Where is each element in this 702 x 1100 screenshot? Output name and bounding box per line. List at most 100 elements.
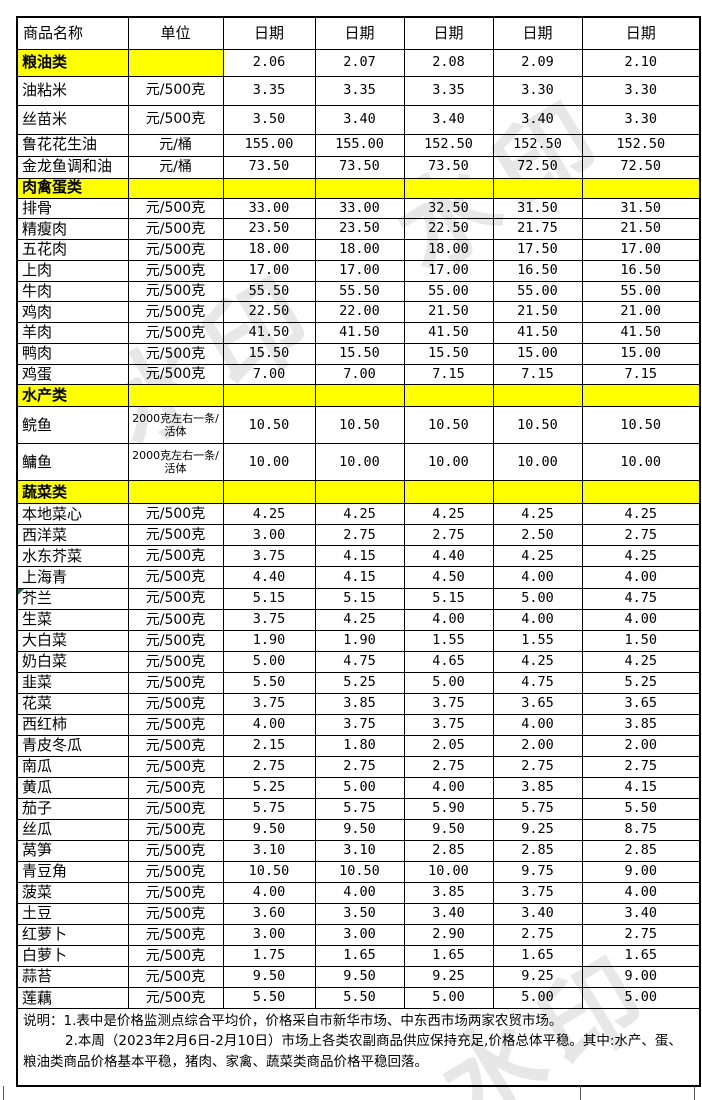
price-cell[interactable]: 2.85	[492, 839, 583, 862]
price-cell[interactable]: 3.85	[314, 692, 405, 715]
price-cell[interactable]: 7.15	[492, 363, 583, 386]
price-cell[interactable]: 4.00	[492, 566, 583, 589]
price-cell[interactable]: 21.75	[492, 218, 583, 241]
product-name-cell[interactable]: 大白菜	[16, 629, 129, 652]
product-name-cell[interactable]: 金龙鱼调和油	[16, 155, 129, 179]
unit-cell[interactable]	[127, 177, 224, 199]
price-cell[interactable]: 1.55	[492, 629, 583, 652]
product-name-cell[interactable]: 西洋菜	[16, 524, 129, 547]
price-cell[interactable]: 9.50	[314, 818, 405, 841]
section-name-cell[interactable]: 肉禽蛋类	[16, 177, 129, 199]
price-cell[interactable]: 4.00	[581, 881, 701, 904]
price-cell[interactable]: 1.75	[222, 945, 316, 968]
price-cell[interactable]: 55.00	[492, 280, 583, 303]
price-cell[interactable]	[492, 480, 583, 505]
price-cell[interactable]: 3.65	[581, 692, 701, 715]
price-cell[interactable]: 3.35	[403, 75, 494, 106]
price-cell[interactable]: 9.25	[403, 966, 494, 989]
price-cell[interactable]	[403, 480, 494, 505]
price-cell[interactable]: 9.25	[492, 818, 583, 841]
price-cell[interactable]: 21.50	[492, 301, 583, 324]
price-cell[interactable]: 31.50	[581, 197, 701, 220]
col-header-date[interactable]: 日期	[314, 16, 405, 50]
price-cell[interactable]: 4.75	[581, 587, 701, 610]
price-cell[interactable]: 3.85	[492, 776, 583, 799]
col-header-date[interactable]: 日期	[581, 16, 701, 50]
price-cell[interactable]: 2.15	[222, 734, 316, 757]
price-cell[interactable]	[492, 177, 583, 199]
price-cell[interactable]	[314, 177, 405, 199]
price-cell[interactable]: 5.00	[492, 587, 583, 610]
price-cell[interactable]: 7.00	[222, 363, 316, 386]
price-cell[interactable]: 8.75	[581, 818, 701, 841]
price-cell[interactable]: 1.55	[403, 629, 494, 652]
price-cell[interactable]: 22.00	[314, 301, 405, 324]
unit-cell[interactable]: 元/500克	[127, 966, 224, 989]
price-cell[interactable]: 17.00	[314, 259, 405, 282]
unit-cell[interactable]: 元/500克	[127, 524, 224, 547]
unit-cell[interactable]: 元/500克	[127, 259, 224, 282]
price-cell[interactable]: 3.65	[492, 692, 583, 715]
unit-cell[interactable]: 元/500克	[127, 503, 224, 526]
product-name-cell[interactable]: 鳙鱼	[16, 443, 129, 482]
price-cell[interactable]: 23.50	[222, 218, 316, 241]
unit-cell[interactable]: 元/500克	[127, 839, 224, 862]
notes-cell[interactable]: 说明：1.表中是价格监测点综合平均价，价格采自市新华市场、中东西市场两家农贸市场…	[16, 1008, 701, 1087]
price-cell[interactable]: 15.50	[222, 342, 316, 365]
price-cell[interactable]: 4.25	[314, 503, 405, 526]
unit-cell[interactable]: 元/500克	[127, 322, 224, 344]
product-name-cell[interactable]: 丝苗米	[16, 104, 129, 135]
price-cell[interactable]: 9.50	[403, 818, 494, 841]
price-cell[interactable]: 55.50	[222, 280, 316, 303]
price-cell[interactable]: 4.00	[222, 881, 316, 904]
price-cell[interactable]: 10.00	[314, 443, 405, 482]
price-cell[interactable]: 10.50	[314, 860, 405, 883]
product-name-cell[interactable]: 青皮冬瓜	[16, 734, 129, 757]
price-cell[interactable]: 2.75	[581, 755, 701, 778]
price-cell[interactable]: 41.50	[403, 322, 494, 344]
price-cell[interactable]: 10.50	[403, 406, 494, 445]
unit-cell[interactable]: 元/500克	[127, 987, 224, 1010]
unit-cell[interactable]: 元/500克	[127, 545, 224, 568]
col-header-date[interactable]: 日期	[222, 16, 316, 50]
product-name-cell[interactable]: 鸭肉	[16, 342, 129, 365]
price-cell[interactable]	[314, 384, 405, 408]
unit-cell[interactable]: 2000克左右一条/活体	[127, 406, 224, 445]
product-name-cell[interactable]: 鸡蛋	[16, 363, 129, 386]
price-cell[interactable]: 152.50	[492, 133, 583, 157]
unit-cell[interactable]	[127, 384, 224, 408]
product-name-cell[interactable]: 羊肉	[16, 322, 129, 344]
price-cell[interactable]: 3.75	[222, 692, 316, 715]
price-cell[interactable]: 1.65	[492, 945, 583, 968]
product-name-cell[interactable]: 排骨	[16, 197, 129, 220]
product-name-cell[interactable]: 莲藕	[16, 987, 129, 1010]
price-cell[interactable]: 4.15	[314, 545, 405, 568]
price-cell[interactable]: 4.40	[403, 545, 494, 568]
price-cell[interactable]: 2.50	[492, 524, 583, 547]
price-cell[interactable]: 5.25	[314, 671, 405, 694]
price-cell[interactable]: 10.50	[314, 406, 405, 445]
price-cell[interactable]: 72.50	[492, 155, 583, 179]
price-cell[interactable]: 3.35	[314, 75, 405, 106]
unit-cell[interactable]: 元/500克	[127, 342, 224, 365]
price-cell[interactable]: 4.50	[403, 566, 494, 589]
price-cell[interactable]: 3.50	[222, 104, 316, 135]
product-name-cell[interactable]: 上肉	[16, 259, 129, 282]
price-cell[interactable]: 4.25	[403, 503, 494, 526]
product-name-cell[interactable]: 白萝卜	[16, 945, 129, 968]
product-name-cell[interactable]: 五花肉	[16, 239, 129, 261]
price-cell[interactable]: 2.75	[314, 524, 405, 547]
unit-cell[interactable]: 元/500克	[127, 587, 224, 610]
price-cell[interactable]: 4.00	[403, 608, 494, 631]
price-cell[interactable]: 2.75	[492, 755, 583, 778]
unit-cell[interactable]: 2000克左右一条/活体	[127, 443, 224, 482]
price-cell[interactable]: 3.85	[403, 881, 494, 904]
price-cell[interactable]: 31.50	[492, 197, 583, 220]
price-cell[interactable]: 3.35	[222, 75, 316, 106]
price-cell[interactable]: 4.00	[403, 776, 494, 799]
price-cell[interactable]: 9.75	[492, 860, 583, 883]
price-cell[interactable]: 55.00	[403, 280, 494, 303]
price-cell[interactable]: 3.75	[222, 545, 316, 568]
price-cell[interactable]: 5.00	[403, 987, 494, 1010]
price-cell[interactable]: 18.00	[222, 239, 316, 261]
